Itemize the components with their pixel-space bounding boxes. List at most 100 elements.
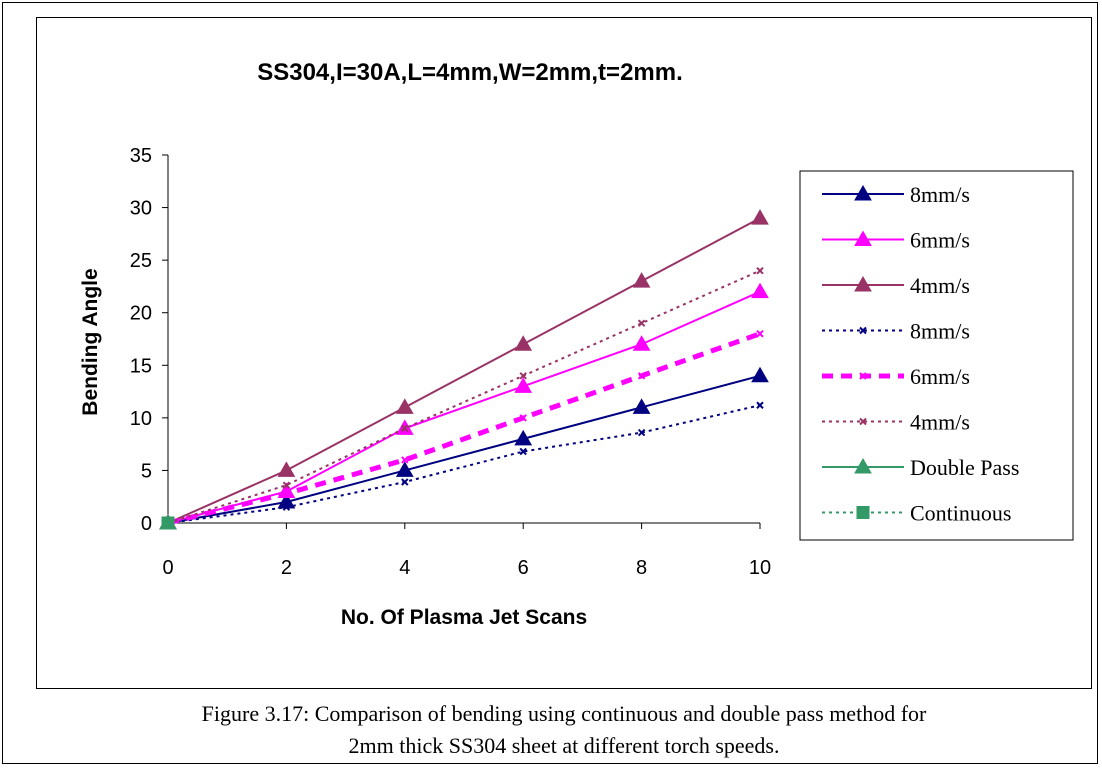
legend-entry-7: Continuous [822,501,1011,526]
marker-stroke [282,481,291,489]
series-5 [164,266,764,527]
series-line [167,374,761,524]
x-tick-label: 10 [749,557,771,579]
legend-entry-6: Double Pass [822,455,1019,480]
legend-entry-1: 6mm/s [822,228,970,253]
legend-entry-2: 4mm/s [822,273,970,298]
series-line [167,331,761,526]
x-tick-label: 0 [162,557,173,579]
data-point [395,461,414,477]
data-point [519,414,527,422]
y-tick-label: 30 [130,198,152,220]
data-point [637,319,646,327]
legend-swatch-marker [859,372,867,380]
marker-stroke [637,319,646,327]
marker-stroke [859,326,867,335]
legend-label: 4mm/s [910,410,970,435]
series-line [167,404,761,524]
marker-stroke [519,414,527,422]
caption-line-2: 2mm thick SS304 sheet at different torch… [348,733,780,758]
y-tick-label: 25 [130,250,152,272]
data-point [637,428,646,437]
legend-label: 6mm/s [910,364,970,389]
data-point [401,478,409,486]
figure-caption: Figure 3.17: Comparison of bending using… [36,698,1092,762]
legend-label: Continuous [910,501,1011,526]
y-tick-label: 10 [130,408,152,430]
legend-entry-5: 4mm/s [822,410,970,435]
data-point [632,272,651,288]
data-point [277,461,296,477]
data-point [519,447,527,456]
marker-stroke [401,478,409,486]
data-point [637,372,646,380]
marker-stroke [637,428,646,437]
legend-label: 4mm/s [910,273,970,298]
series-line [167,290,761,524]
marker-stroke [519,372,527,380]
legend-label: 8mm/s [910,319,970,344]
chart-title: SS304,I=30A,L=4mm,W=2mm,t=2mm. [257,59,683,86]
legend-swatch-marker [854,230,872,246]
series-line [167,217,761,524]
y-axis-label: Bending Angle [79,268,102,415]
data-point [282,503,291,511]
legend-label: 8mm/s [910,182,970,207]
data-point [514,429,533,446]
data-point [282,489,291,498]
legend-entry-4: 6mm/s [822,364,970,389]
data-point [161,516,175,530]
series-7 [161,516,175,530]
caption-line-1: Figure 3.17: Comparison of bending using… [201,701,927,726]
y-tick-label: 0 [141,513,152,535]
x-tick-label: 4 [399,557,410,579]
x-axis-label: No. Of Plasma Jet Scans [341,606,587,629]
legend-swatch-marker [854,457,872,474]
y-tick-label: 5 [141,460,152,482]
marker-stroke [859,417,867,426]
data-point [756,330,764,338]
legend-swatch-marker [854,275,872,292]
data-point [395,398,414,414]
marker-stroke [859,372,867,380]
data-point [751,366,769,383]
y-tick-label: 35 [130,145,152,167]
marker-stroke [637,372,646,380]
data-point [282,481,291,489]
series-2 [159,209,769,530]
data-point [756,266,764,275]
marker-stroke [519,447,527,456]
y-tick-label: 20 [130,303,152,325]
marker-stroke [282,489,291,498]
x-tick-label: 8 [636,557,647,579]
legend-label: 6mm/s [910,228,970,253]
series-4 [164,330,764,527]
data-point [632,398,651,414]
data-point [756,401,764,409]
marker-stroke [756,330,764,338]
legend-entry-3: 8mm/s [822,319,970,344]
marker-stroke [756,401,764,409]
data-point [514,377,533,393]
data-point [751,209,769,225]
legend-swatch-marker [859,326,867,335]
marker-stroke [756,266,764,275]
data-point [632,335,651,351]
legend-label: Double Pass [910,455,1019,480]
data-point [514,335,533,351]
data-point [751,282,769,299]
data-point [401,424,409,433]
data-point [519,372,527,380]
series-line [167,269,761,524]
legend-swatch-marker [856,506,870,519]
legend-box [799,170,1074,541]
marker-stroke [282,503,291,511]
y-tick-label: 15 [130,355,152,377]
series-1 [159,282,769,530]
marker-stroke [401,424,409,433]
data-point [401,456,409,464]
legend-swatch-marker [854,184,872,201]
x-tick-label: 2 [281,557,292,579]
legend-swatch-marker [859,417,867,426]
